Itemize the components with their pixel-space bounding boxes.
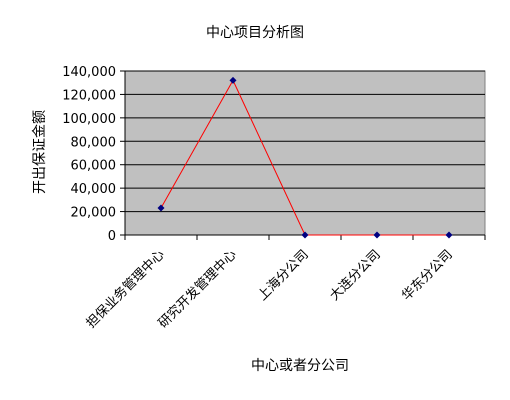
plot-area: 0 20,000 40,000 60,000 80,000 100,000 120,000 1… — [62, 65, 486, 332]
y-tick-label: 140,000 — [62, 65, 116, 80]
x-tick-label: 上海分公司 — [255, 247, 312, 304]
data-point — [373, 231, 381, 239]
y-tick-label: 40,000 — [71, 182, 117, 197]
data-point — [301, 231, 309, 239]
plot-background — [124, 70, 486, 236]
y-tick-label: 120,000 — [62, 88, 116, 103]
x-axis-title: 中心或者分公司 — [251, 358, 349, 374]
data-point — [157, 204, 165, 212]
data-point — [229, 76, 237, 84]
y-tick-label: 100,000 — [62, 112, 116, 127]
y-axis-title: 开出保证金额 — [32, 110, 48, 194]
x-tick-label: 华东分公司 — [399, 247, 456, 304]
data-point — [445, 231, 453, 239]
x-tick-label: 大连分公司 — [327, 247, 384, 304]
y-tick-label: 0 — [108, 229, 116, 244]
y-tick-label: 20,000 — [71, 206, 117, 221]
y-tick-label: 80,000 — [71, 135, 117, 150]
x-tick-label: 研究开发管理中心 — [155, 247, 240, 332]
y-tick-label: 60,000 — [71, 159, 117, 174]
x-tick-label: 担保业务管理中心 — [83, 247, 168, 332]
chart-title: 中心项目分析图 — [206, 25, 304, 41]
